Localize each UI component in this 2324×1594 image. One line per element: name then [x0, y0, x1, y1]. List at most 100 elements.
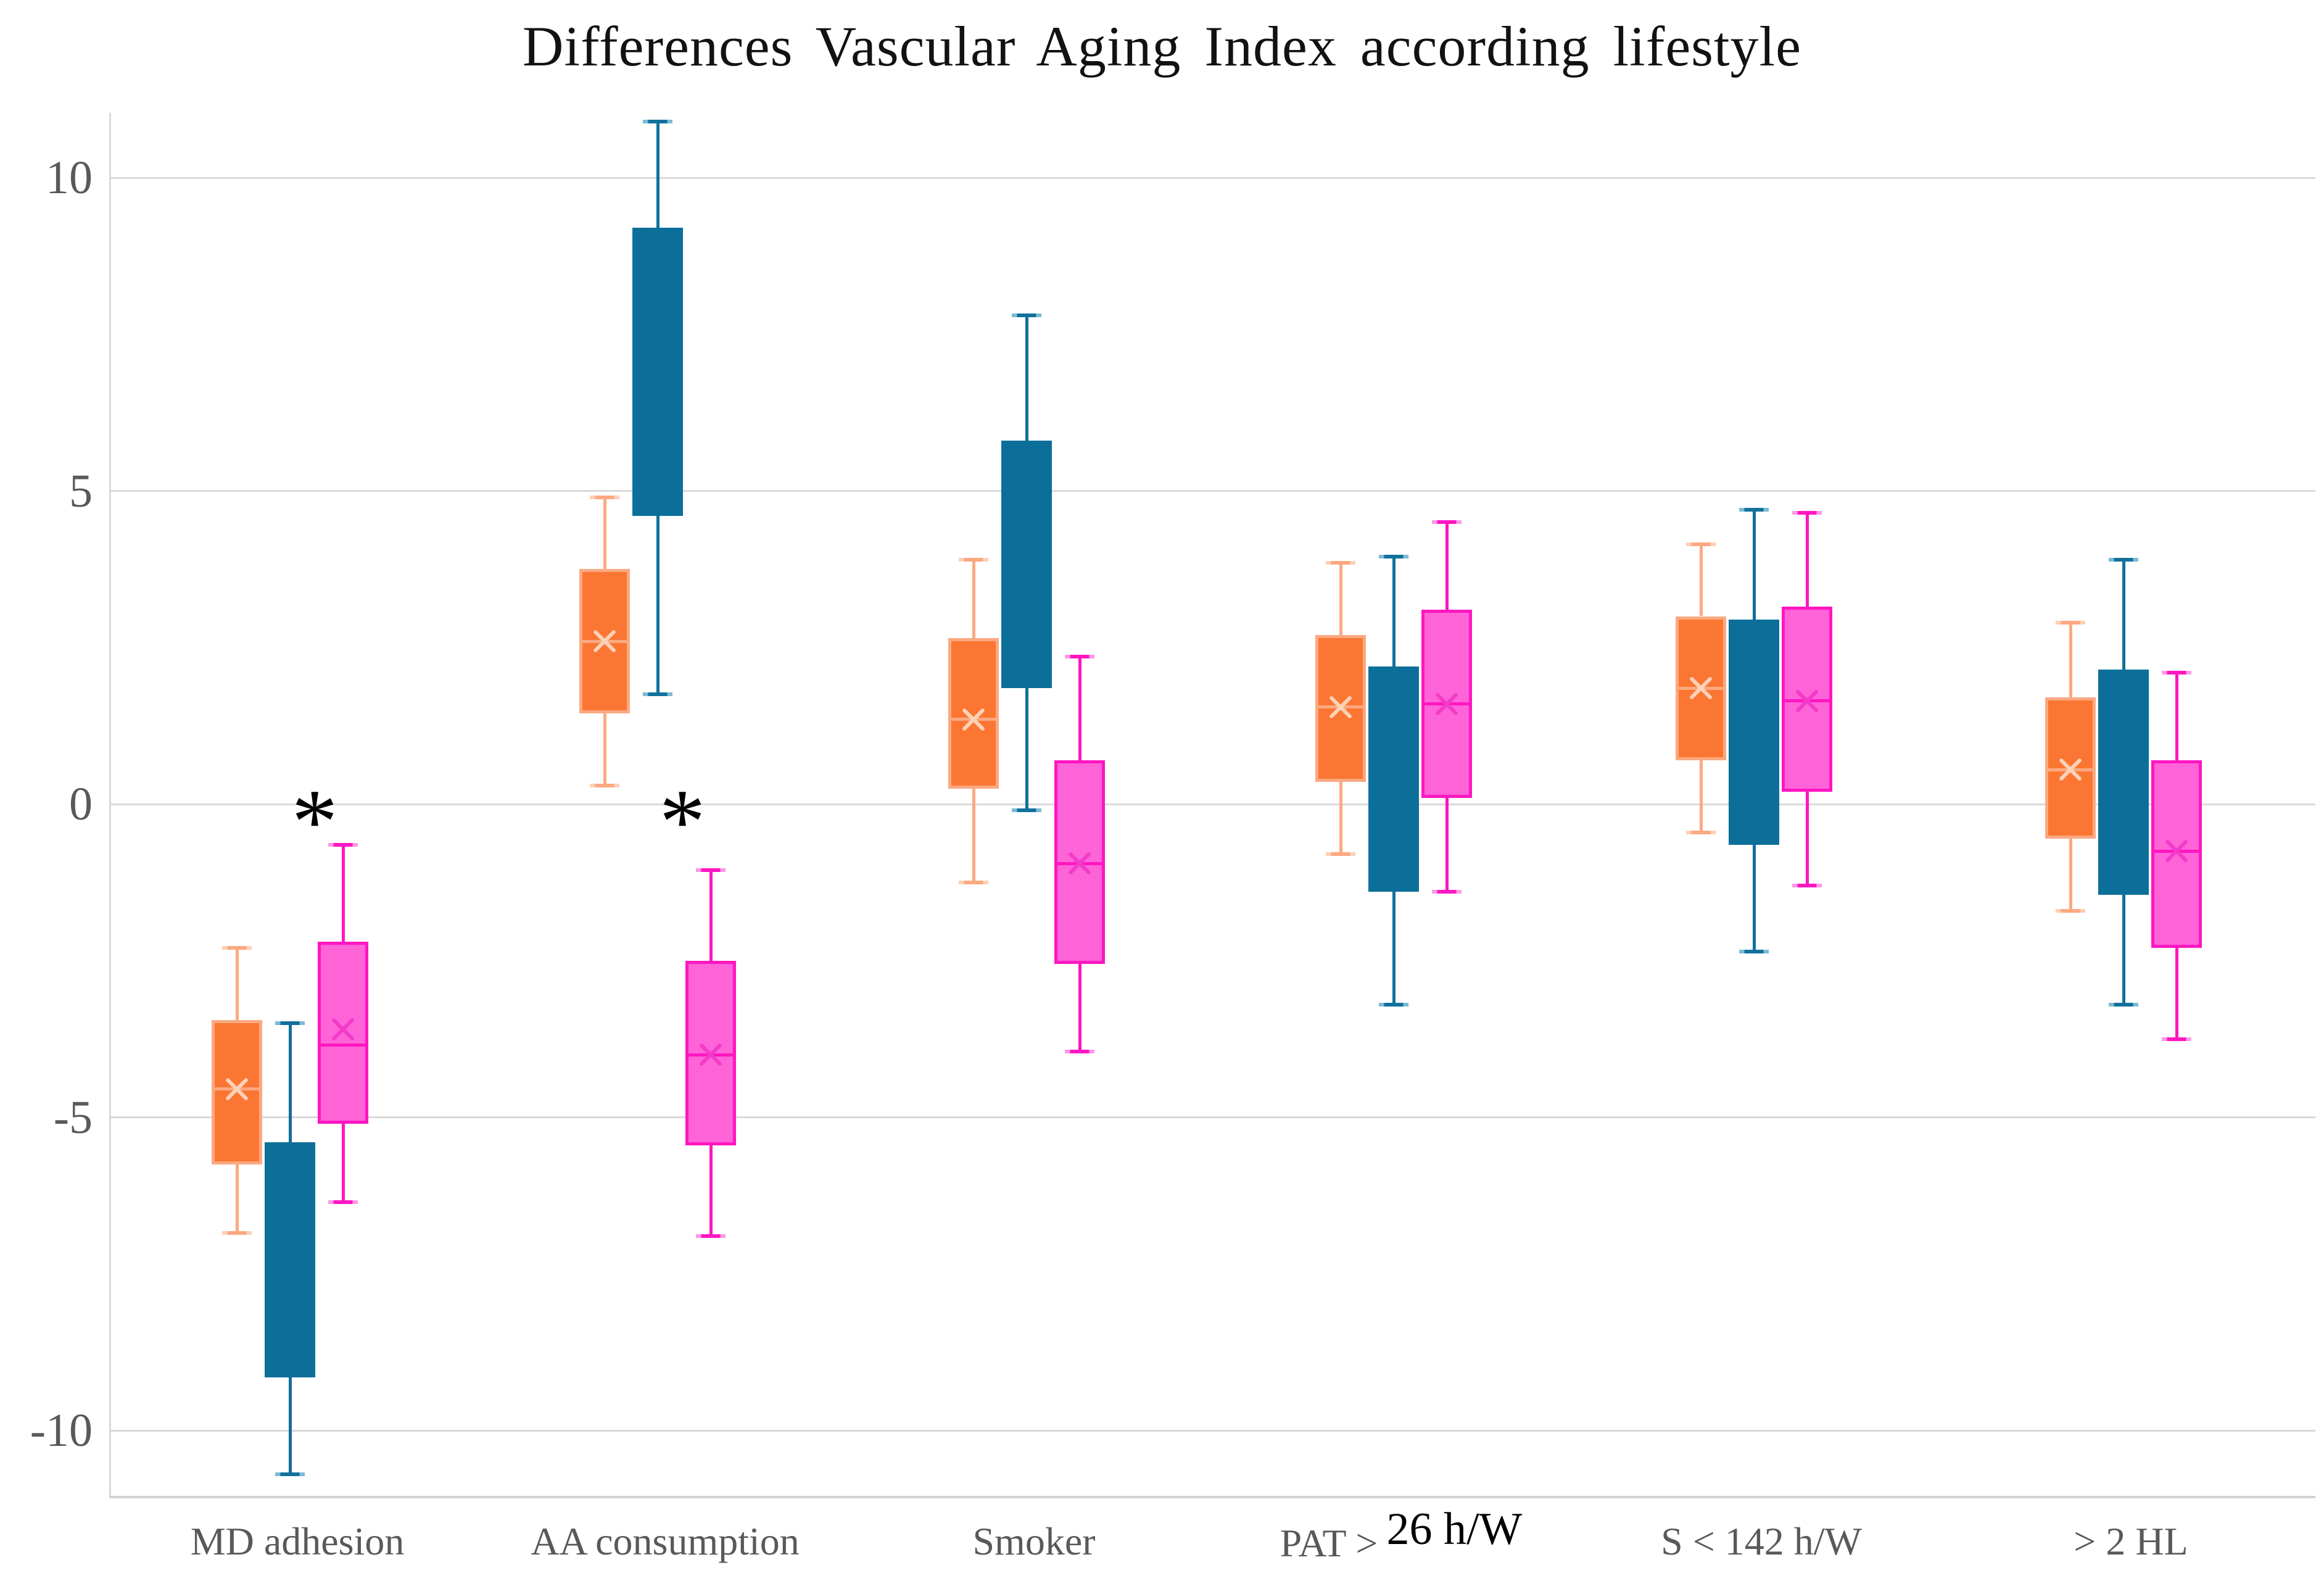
mean-marker-orange-3 — [1328, 694, 1354, 720]
median-magenta-0 — [318, 1044, 368, 1047]
whisker-cap-upper-magenta-1 — [696, 868, 726, 872]
whisker-cap-upper-orange-1 — [590, 495, 619, 499]
y-tick-label: 0 — [69, 778, 93, 830]
whisker-upper-orange-1 — [603, 497, 606, 570]
y-axis-line — [109, 113, 111, 1498]
whisker-cap-upper-orange-3 — [1326, 561, 1355, 565]
whisker-cap-lower-orange-1 — [590, 783, 619, 787]
whisker-cap-upper-blue-1 — [643, 119, 672, 123]
whisker-lower-magenta-5 — [2175, 948, 2178, 1039]
gridline — [109, 1116, 2315, 1118]
category-label: > 2 HL — [2074, 1519, 2188, 1563]
whisker-cap-upper-orange-5 — [2056, 620, 2085, 625]
y-tick-label: 10 — [46, 152, 93, 204]
category-label-part: 26 h/W — [1386, 1504, 1523, 1555]
whisker-cap-lower-magenta-5 — [2162, 1037, 2191, 1041]
whisker-upper-blue-3 — [1392, 557, 1396, 666]
mean-marker-orange-1 — [592, 628, 618, 654]
whisker-cap-lower-blue-0 — [275, 1472, 305, 1477]
whisker-lower-magenta-2 — [1078, 963, 1081, 1052]
whisker-upper-blue-2 — [1025, 315, 1028, 441]
box-orange-3 — [1315, 634, 1366, 782]
y-tick-label: 5 — [69, 465, 93, 517]
box-blue-4 — [1729, 619, 1779, 845]
category-label-part: PAT > — [1280, 1521, 1378, 1565]
whisker-cap-upper-blue-3 — [1379, 555, 1408, 559]
box-orange-5 — [2045, 697, 2096, 839]
whisker-upper-magenta-4 — [1805, 513, 1809, 607]
whisker-cap-lower-magenta-0 — [328, 1200, 358, 1204]
whisker-lower-magenta-3 — [1445, 797, 1449, 892]
whisker-upper-blue-1 — [656, 121, 660, 228]
whisker-upper-orange-5 — [2069, 622, 2072, 698]
whisker-cap-lower-magenta-2 — [1065, 1049, 1094, 1053]
whisker-lower-blue-2 — [1025, 688, 1028, 811]
whisker-lower-magenta-0 — [341, 1123, 345, 1202]
mean-marker-orange-4 — [1688, 675, 1714, 701]
whisker-cap-lower-magenta-3 — [1432, 890, 1462, 894]
whisker-upper-magenta-3 — [1445, 522, 1449, 610]
whisker-cap-upper-orange-2 — [959, 558, 988, 562]
whisker-cap-upper-magenta-0 — [328, 842, 358, 847]
whisker-lower-orange-4 — [1699, 760, 1703, 832]
whisker-upper-blue-4 — [1752, 509, 1756, 620]
whisker-cap-upper-magenta-3 — [1432, 520, 1462, 525]
box-blue-3 — [1368, 666, 1419, 892]
whisker-lower-blue-4 — [1752, 844, 1756, 952]
whisker-lower-orange-3 — [1339, 782, 1342, 855]
box-magenta-2 — [1054, 760, 1105, 964]
whisker-cap-upper-magenta-4 — [1792, 511, 1822, 515]
whisker-cap-lower-orange-4 — [1686, 830, 1716, 834]
whisker-cap-upper-orange-0 — [222, 946, 252, 950]
significance-asterisk-1: * — [291, 770, 338, 873]
whisker-lower-magenta-1 — [709, 1145, 713, 1237]
whisker-cap-upper-blue-4 — [1739, 507, 1769, 512]
whisker-lower-orange-1 — [603, 713, 606, 786]
whisker-cap-lower-blue-4 — [1739, 949, 1769, 953]
gridline — [109, 176, 2315, 179]
gridline — [109, 803, 2315, 805]
mean-marker-orange-0 — [224, 1076, 250, 1102]
category-label: PAT >26 h/W — [1228, 1504, 1574, 1581]
category-label: Smoker — [972, 1519, 1096, 1563]
whisker-lower-blue-0 — [288, 1377, 292, 1475]
whisker-cap-upper-magenta-2 — [1065, 655, 1094, 659]
box-blue-2 — [1001, 441, 1052, 689]
whisker-cap-lower-blue-1 — [643, 692, 672, 697]
whisker-cap-lower-orange-2 — [959, 880, 988, 884]
mean-marker-magenta-0 — [330, 1016, 356, 1042]
whisker-cap-lower-magenta-1 — [696, 1234, 726, 1239]
whisker-lower-blue-3 — [1392, 892, 1396, 1005]
box-blue-1 — [632, 228, 683, 517]
whisker-upper-orange-4 — [1699, 544, 1703, 616]
whisker-cap-upper-magenta-5 — [2162, 670, 2191, 675]
category-label: MD adhesion — [190, 1519, 405, 1563]
whisker-upper-orange-2 — [972, 560, 975, 639]
category-label: S < 142 h/W — [1661, 1519, 1862, 1563]
whisker-cap-lower-orange-0 — [222, 1231, 252, 1235]
whisker-cap-upper-orange-4 — [1686, 542, 1716, 546]
whisker-lower-blue-1 — [656, 516, 660, 695]
significance-asterisk-2: * — [659, 770, 706, 873]
mean-marker-magenta-1 — [698, 1042, 724, 1068]
whisker-cap-upper-blue-0 — [275, 1021, 305, 1026]
whisker-upper-magenta-1 — [709, 870, 713, 961]
box-blue-5 — [2098, 669, 2149, 895]
whisker-lower-blue-5 — [2122, 895, 2125, 1005]
whisker-cap-lower-blue-2 — [1012, 808, 1041, 813]
whisker-upper-magenta-5 — [2175, 672, 2178, 760]
whisker-upper-orange-3 — [1339, 563, 1342, 635]
whisker-upper-magenta-2 — [1078, 657, 1081, 760]
x-axis-line — [109, 1496, 2315, 1498]
whisker-cap-upper-blue-5 — [2109, 558, 2138, 562]
mean-marker-orange-2 — [961, 707, 986, 733]
whisker-cap-lower-orange-3 — [1326, 852, 1355, 857]
whisker-cap-lower-magenta-4 — [1792, 883, 1822, 887]
category-label: AA consumption — [531, 1519, 800, 1563]
chart-title: Differences Vascular Aging Index accordi… — [523, 15, 1801, 78]
whisker-cap-upper-blue-2 — [1012, 313, 1041, 318]
gridline — [109, 490, 2315, 492]
box-blue-0 — [265, 1142, 315, 1377]
